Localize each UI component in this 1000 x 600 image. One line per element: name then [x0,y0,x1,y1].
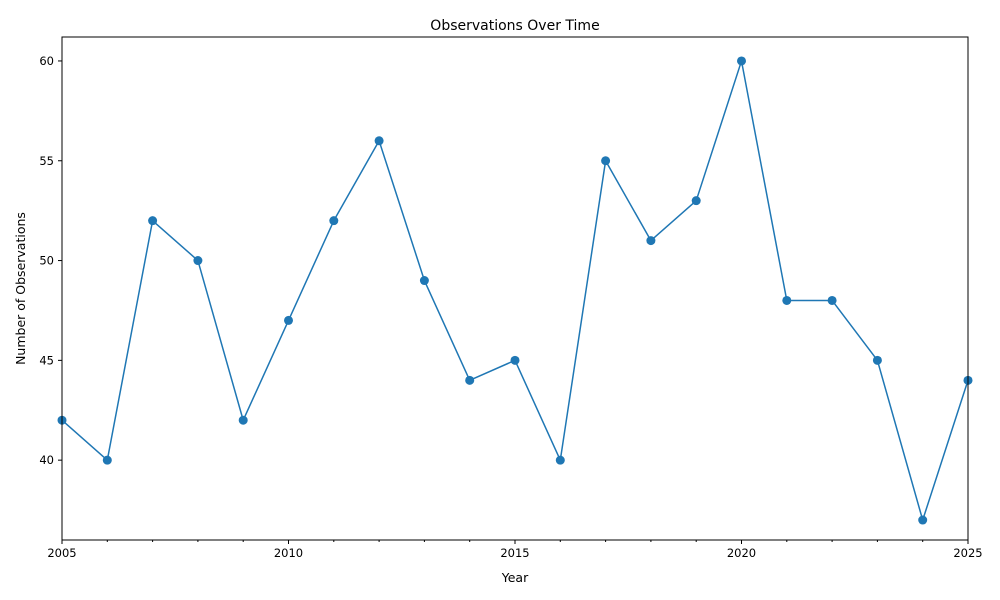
data-point [601,156,611,166]
data-point [193,256,203,266]
y-tick-label: 50 [39,254,54,268]
series-layer [57,56,973,525]
x-tick-label: 2005 [47,546,76,560]
data-point [329,216,339,226]
data-point [374,136,384,146]
data-point [555,455,565,465]
y-tick-label: 55 [39,154,54,168]
series-line [61,60,969,521]
x-tick-label: 2010 [274,546,303,560]
chart-title: Observations Over Time [430,18,599,34]
data-point [691,196,701,206]
data-point [737,56,746,66]
x-tick-label: 2015 [500,546,529,560]
data-point [646,236,656,246]
plot-frame [61,36,969,541]
data-point [148,216,158,226]
y-tick-label: 45 [39,353,54,367]
data-point [238,415,248,425]
x-axis-label: Year [501,570,529,585]
y-tick-label: 40 [39,453,54,467]
data-point [872,355,882,365]
data-point [782,295,792,305]
x-tick-label: 2020 [727,546,756,560]
data-point [419,276,429,286]
data-point [102,455,112,465]
data-point [284,315,293,325]
data-point [510,355,520,365]
x-tick-label: 2025 [953,546,982,560]
y-tick-label: 60 [39,54,54,68]
axes: 40 45 50 55 60 2005 2010 2015 2020 2025 [39,54,982,560]
data-point [918,515,928,525]
data-point [827,295,837,305]
data-point [465,375,475,385]
y-axis-label: Number of Observations [13,212,28,365]
